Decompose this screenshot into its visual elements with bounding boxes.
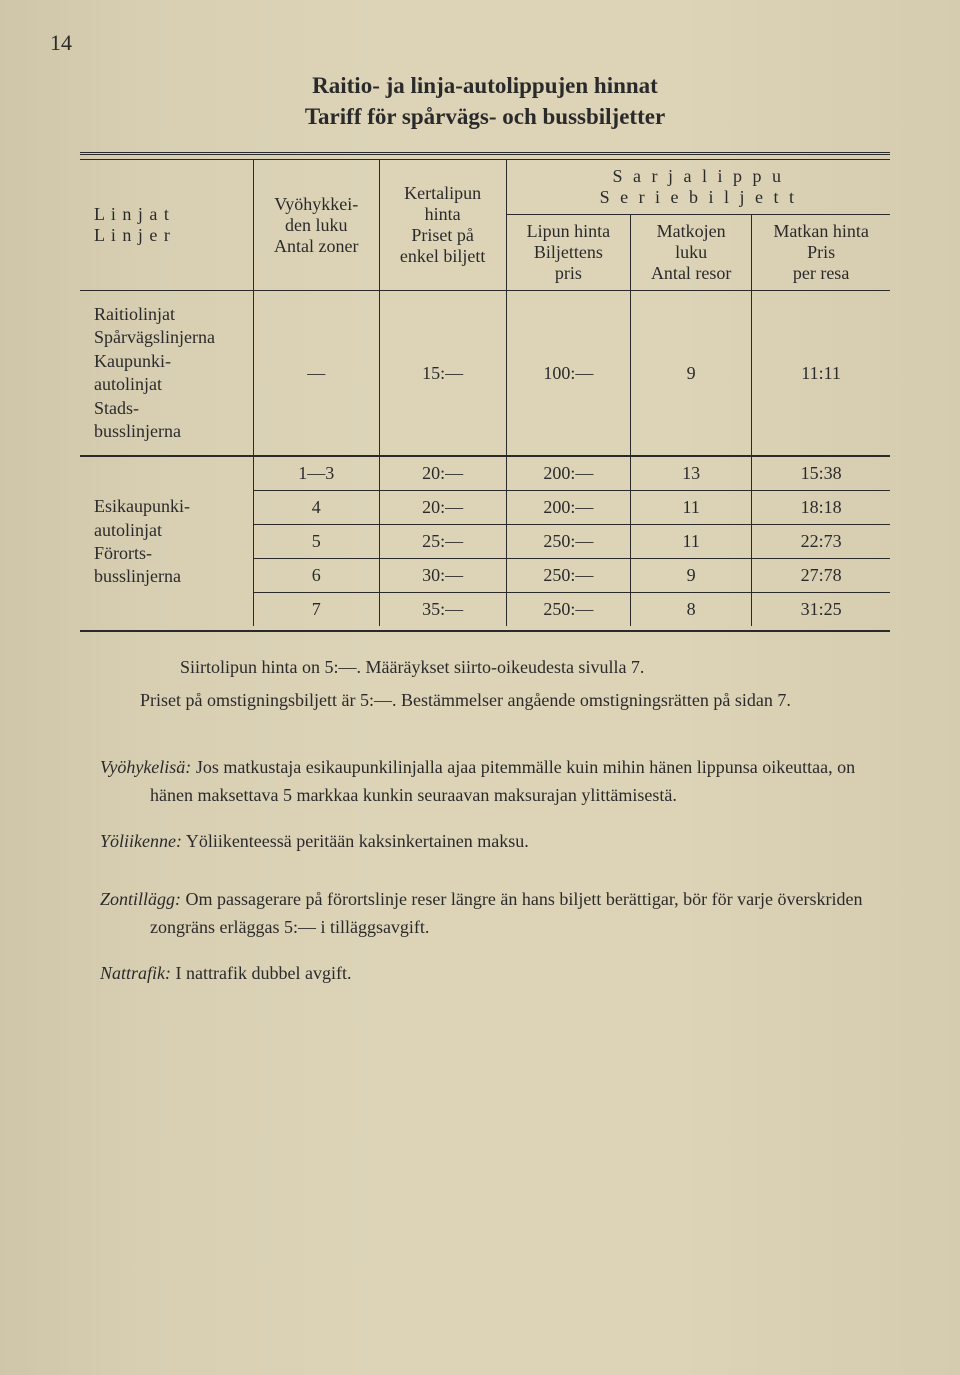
page-number: 14 — [50, 30, 72, 56]
header-linjat: L i n j a t — [94, 204, 170, 224]
cell-series: 250:— — [506, 525, 631, 559]
cell-zone: 7 — [253, 593, 379, 627]
cell-series: 200:— — [506, 456, 631, 491]
row2-label: Esikaupunki- autolinjat Förorts- busslin… — [80, 456, 253, 626]
header-sarjalippu: S a r j a l i p p u — [613, 166, 785, 186]
cell-zone: 6 — [253, 559, 379, 593]
header-priset-enkel: Priset på enkel biljett — [400, 225, 485, 266]
col-trips: Matkojen luku Antal resor — [631, 215, 752, 291]
text-zontillagg: Om passagerare på förortslinje reser län… — [150, 889, 863, 937]
header-matkan: Matkan hinta Pris per resa — [773, 221, 868, 283]
col-single: Kertalipun hinta Priset på enkel biljett — [379, 160, 506, 291]
col-zones: Vyöhykkei- den luku Antal zoner — [253, 160, 379, 291]
label-vyohykelisa: Vyöhykelisä: — [100, 757, 191, 777]
label-nattrafik: Nattrafik: — [100, 963, 171, 983]
para-yoliikenne: Yöliikenne: Yöliikenteessä peritään kaks… — [100, 828, 870, 856]
col-series-price: Lipun hinta Biljettens pris — [506, 215, 631, 291]
row1-series: 100:— — [506, 291, 631, 457]
fare-table: L i n j a t L i n j e r Vyöhykkei- den l… — [80, 159, 890, 626]
title-line-2: Tariff för spårvägs- och bussbiljetter — [305, 104, 665, 129]
col-per-trip: Matkan hinta Pris per resa — [752, 215, 890, 291]
header-antal-zoner: Antal zoner — [274, 236, 358, 256]
cell-trips: 11 — [631, 525, 752, 559]
top-double-rule — [80, 152, 890, 155]
cell-single: 25:— — [379, 525, 506, 559]
cell-single: 20:— — [379, 456, 506, 491]
table-header: L i n j a t L i n j e r Vyöhykkei- den l… — [80, 160, 890, 291]
cell-series: 250:— — [506, 593, 631, 627]
cell-trips: 8 — [631, 593, 752, 627]
table-row: Raitiolinjat Spårvägslinjerna Kaupunki- … — [80, 291, 890, 457]
cell-zone: 4 — [253, 491, 379, 525]
title-line-1: Raitio- ja linja-autolippujen hinnat — [312, 73, 658, 98]
page-title: Raitio- ja linja-autolippujen hinnat Tar… — [80, 70, 890, 132]
row1-single: 15:— — [379, 291, 506, 457]
cell-per-trip: 27:78 — [752, 559, 890, 593]
header-linjer: L i n j e r — [94, 225, 171, 245]
para-vyohykelisa: Vyöhykelisä: Jos matkustaja esikaupunkil… — [100, 754, 870, 810]
text-nattrafik: I nattrafik dubbel avgift. — [171, 963, 351, 983]
cell-trips: 13 — [631, 456, 752, 491]
cell-series: 250:— — [506, 559, 631, 593]
cell-per-trip: 15:38 — [752, 456, 890, 491]
cell-trips: 11 — [631, 491, 752, 525]
para-nattrafik: Nattrafik: I nattrafik dubbel avgift. — [100, 960, 870, 988]
cell-series: 200:— — [506, 491, 631, 525]
table-row: Esikaupunki- autolinjat Förorts- busslin… — [80, 456, 890, 491]
col-series-group: S a r j a l i p p u S e r i e b i l j e … — [506, 160, 890, 215]
cell-zone: 1—3 — [253, 456, 379, 491]
col-lines: L i n j a t L i n j e r — [80, 160, 253, 291]
header-kertalipun: Kertalipun hinta — [404, 183, 481, 224]
cell-per-trip: 22:73 — [752, 525, 890, 559]
note-fi: Siirtolipun hinta on 5:—. Määräykset sii… — [140, 654, 850, 681]
table-body: Raitiolinjat Spårvägslinjerna Kaupunki- … — [80, 291, 890, 627]
para-zontillagg: Zontillägg: Om passagerare på förortslin… — [100, 886, 870, 942]
label-zontillagg: Zontillägg: — [100, 889, 181, 909]
note-sv: Priset på omstigningsbiljett är 5:—. Bes… — [140, 687, 850, 714]
text-yoliikenne: Yöliikenteessä peritään kaksinkertainen … — [182, 831, 529, 851]
header-lipun-hinta: Lipun hinta Biljettens pris — [527, 221, 611, 283]
cell-single: 30:— — [379, 559, 506, 593]
row1-trips: 9 — [631, 291, 752, 457]
cell-zone: 5 — [253, 525, 379, 559]
row1-zone: — — [253, 291, 379, 457]
cell-single: 35:— — [379, 593, 506, 627]
row1-label: Raitiolinjat Spårvägslinjerna Kaupunki- … — [80, 291, 253, 457]
cell-per-trip: 31:25 — [752, 593, 890, 627]
cell-trips: 9 — [631, 559, 752, 593]
label-yoliikenne: Yöliikenne: — [100, 831, 182, 851]
row1-per-trip: 11:11 — [752, 291, 890, 457]
header-matkojen: Matkojen luku Antal resor — [651, 221, 731, 283]
bottom-rule — [80, 630, 890, 632]
text-vyohykelisa: Jos matkustaja esikaupunkilinjalla ajaa … — [150, 757, 855, 805]
page: 14 Raitio- ja linja-autolippujen hinnat … — [0, 0, 960, 1375]
header-vyohyk: Vyöhykkei- den luku — [274, 194, 358, 235]
notes-block: Siirtolipun hinta on 5:—. Määräykset sii… — [140, 654, 850, 714]
cell-per-trip: 18:18 — [752, 491, 890, 525]
cell-single: 20:— — [379, 491, 506, 525]
header-seriebiljett: S e r i e b i l j e t t — [600, 187, 797, 207]
body-text: Vyöhykelisä: Jos matkustaja esikaupunkil… — [100, 754, 870, 987]
